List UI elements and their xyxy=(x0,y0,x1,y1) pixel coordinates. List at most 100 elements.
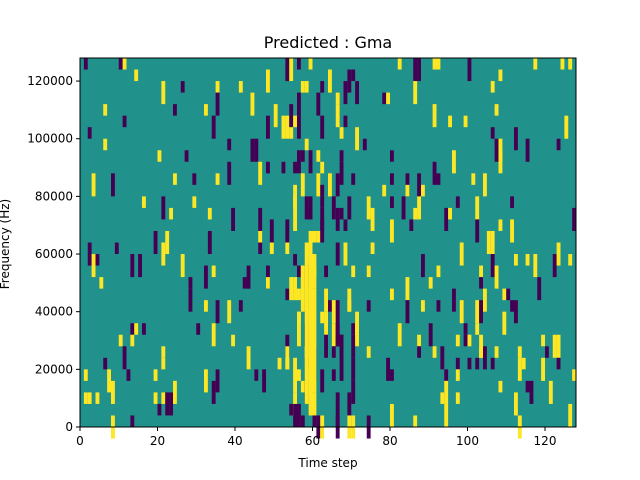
heatmap-cell xyxy=(467,334,472,347)
heatmap-cell xyxy=(250,92,255,116)
heatmap-cell xyxy=(281,115,286,139)
heatmap-cell xyxy=(285,219,290,243)
heatmap-cell xyxy=(285,242,290,255)
heatmap-cell xyxy=(347,392,352,416)
heatmap-cell xyxy=(180,81,185,93)
heatmap-cell xyxy=(297,288,301,301)
heatmap-column xyxy=(289,277,294,301)
heatmap-cell xyxy=(498,150,503,174)
heatmap-cell xyxy=(304,81,309,93)
heatmap-cell xyxy=(289,127,294,139)
heatmap-cell xyxy=(308,58,313,70)
heatmap-cell xyxy=(114,242,119,255)
heatmap-cell xyxy=(494,346,499,358)
heatmap-cell xyxy=(103,104,108,116)
heatmap-cell xyxy=(161,346,166,358)
heatmap-cell xyxy=(545,346,549,358)
heatmap-cell xyxy=(304,242,309,266)
heatmap-cell xyxy=(227,300,232,324)
heatmap-cell xyxy=(390,196,394,208)
x-axis: 0 20 40 60 80 100 120 xyxy=(76,427,556,448)
heatmap-cell xyxy=(308,150,313,174)
heatmap-cell xyxy=(444,369,449,381)
heatmap-cell xyxy=(328,69,332,93)
heatmap-cell xyxy=(293,254,297,266)
heatmap-cell xyxy=(215,300,220,324)
heatmap-cell xyxy=(320,184,325,197)
heatmap-cell xyxy=(548,380,553,404)
heatmap-cell xyxy=(165,392,170,416)
heatmap-cell xyxy=(347,300,352,312)
heatmap-cell xyxy=(300,81,305,93)
heatmap-cell xyxy=(506,288,511,301)
heatmap-cell xyxy=(297,115,301,139)
heatmap-cell xyxy=(157,403,162,416)
heatmap-cell xyxy=(111,380,115,404)
heatmap-cell xyxy=(277,357,282,370)
heatmap-cell xyxy=(405,300,410,324)
heatmap-cell xyxy=(258,242,263,255)
heatmap-cell xyxy=(366,300,371,312)
heatmap-cell xyxy=(320,196,325,208)
heatmap-cell xyxy=(215,92,220,116)
heatmap-cell xyxy=(455,196,460,208)
heatmap-cell xyxy=(297,92,301,116)
heatmap-cell xyxy=(436,265,441,278)
heatmap-cell xyxy=(510,300,514,312)
heatmap-cell xyxy=(312,265,317,289)
heatmap-cell xyxy=(417,346,421,358)
heatmap-cell xyxy=(397,58,402,70)
heatmap-cell xyxy=(169,392,173,416)
heatmap-cell xyxy=(479,265,483,278)
heatmap-cell xyxy=(556,357,561,370)
heatmap-cell xyxy=(467,58,472,82)
heatmap-column xyxy=(300,265,305,312)
heatmap-cell xyxy=(459,300,464,324)
heatmap-cell xyxy=(293,115,297,128)
heatmap-cell xyxy=(347,69,352,93)
heatmap-cell xyxy=(99,277,104,289)
heatmap-cell xyxy=(343,219,348,231)
heatmap-column xyxy=(300,415,305,427)
heatmap-cell xyxy=(401,196,406,220)
heatmap-cell xyxy=(293,219,297,231)
heatmap-cell xyxy=(142,323,146,335)
heatmap-cell xyxy=(238,300,243,312)
heatmap-cell xyxy=(103,138,108,151)
heatmap-cell xyxy=(297,265,301,278)
heatmap-cell xyxy=(289,58,294,82)
heatmap-cell xyxy=(173,104,177,116)
heatmap-cell xyxy=(297,58,301,70)
heatmap-cell xyxy=(138,254,142,278)
heatmap-cell xyxy=(211,323,216,347)
heatmap-cell xyxy=(142,196,146,208)
heatmap-cell xyxy=(339,127,344,139)
heatmap-cell xyxy=(161,357,166,370)
heatmap-cell xyxy=(107,369,111,393)
heatmap-cell xyxy=(479,300,483,324)
heatmap-cell xyxy=(413,415,418,427)
heatmap-cell xyxy=(421,184,425,197)
plot-frame xyxy=(79,57,577,428)
heatmap-cell xyxy=(444,380,449,404)
x-tick-label: 100 xyxy=(456,434,479,448)
heatmap-cell xyxy=(552,334,557,358)
heatmap-cell xyxy=(266,277,270,289)
heatmap-cell xyxy=(273,104,278,128)
y-tick-label: 60000 xyxy=(35,247,73,261)
heatmap-cell xyxy=(452,150,456,174)
heatmap-cell xyxy=(428,323,433,347)
heatmap-cell xyxy=(95,254,100,266)
heatmap-cell xyxy=(514,127,518,151)
heatmap-cell xyxy=(479,277,483,289)
heatmap-cell xyxy=(211,392,216,404)
heatmap-cell xyxy=(436,300,441,312)
heatmap-cell xyxy=(483,173,487,197)
heatmap-cell xyxy=(444,207,449,231)
heatmap-cell xyxy=(413,81,418,105)
y-tick-label: 40000 xyxy=(35,305,73,319)
heatmap-cell xyxy=(432,58,437,70)
heatmap-cell xyxy=(448,207,452,220)
heatmap-cell xyxy=(211,115,216,139)
heatmap-cell xyxy=(463,334,468,347)
